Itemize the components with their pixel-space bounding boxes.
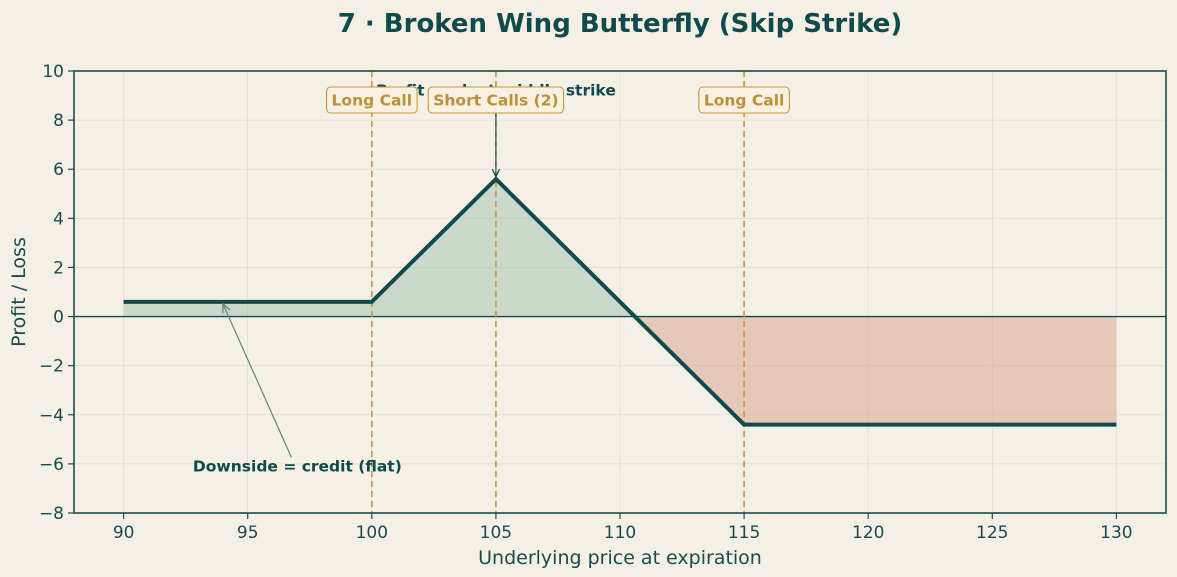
chart-title: 7 · Broken Wing Butterfly (Skip Strike) bbox=[338, 9, 903, 39]
payoff-line bbox=[123, 176, 1117, 427]
y-axis-label: Profit / Loss bbox=[8, 237, 30, 347]
annotation-downside: Downside = credit (flat) bbox=[193, 457, 402, 475]
x-tick-label: 130 bbox=[1100, 523, 1132, 543]
y-tick-label: −8 bbox=[39, 504, 64, 524]
y-tick-label: 8 bbox=[53, 111, 64, 131]
y-tick-label: 2 bbox=[53, 258, 64, 278]
y-axis-ticks: −8 −6 −4 −2 0 2 4 6 8 10 bbox=[39, 62, 74, 524]
y-tick-label: −4 bbox=[39, 406, 64, 426]
strike-label-115: Long Call bbox=[698, 86, 790, 114]
strike-label-105: Short Calls (2) bbox=[427, 86, 565, 114]
y-tick-label: −6 bbox=[39, 455, 64, 475]
strike-labels: Long Call Short Calls (2) Long Call bbox=[326, 86, 790, 114]
x-axis-label: Underlying price at expiration bbox=[478, 547, 762, 569]
y-tick-label: 6 bbox=[53, 160, 64, 180]
strike-label-box bbox=[427, 86, 565, 114]
x-axis-ticks: 90 95 100 105 110 115 120 125 130 bbox=[113, 513, 1133, 543]
annotation-arrow bbox=[223, 304, 292, 458]
x-tick-label: 105 bbox=[480, 523, 512, 543]
x-tick-label: 100 bbox=[356, 523, 388, 543]
strike-label-text: Short Calls (2) bbox=[433, 92, 558, 110]
x-tick-label: 110 bbox=[604, 523, 636, 543]
y-tick-label: 4 bbox=[53, 209, 64, 229]
strike-label-box bbox=[698, 86, 790, 114]
y-tick-label: 0 bbox=[53, 308, 64, 328]
y-tick-label: 10 bbox=[42, 62, 64, 82]
strike-label-100: Long Call bbox=[326, 86, 418, 114]
y-tick-label: −2 bbox=[39, 357, 64, 377]
x-tick-label: 120 bbox=[852, 523, 884, 543]
strike-label-text: Long Call bbox=[704, 92, 785, 110]
x-tick-label: 95 bbox=[237, 523, 259, 543]
grid bbox=[74, 70, 1166, 514]
strike-label-box bbox=[326, 86, 418, 114]
x-tick-label: 115 bbox=[728, 523, 760, 543]
loss-area bbox=[744, 316, 1117, 425]
profit-area bbox=[371, 179, 496, 317]
profit-area bbox=[123, 301, 372, 317]
strike-label-text: Long Call bbox=[332, 92, 413, 110]
x-tick-label: 125 bbox=[976, 523, 1008, 543]
payoff-series bbox=[123, 176, 1117, 427]
x-tick-label: 90 bbox=[113, 523, 135, 543]
